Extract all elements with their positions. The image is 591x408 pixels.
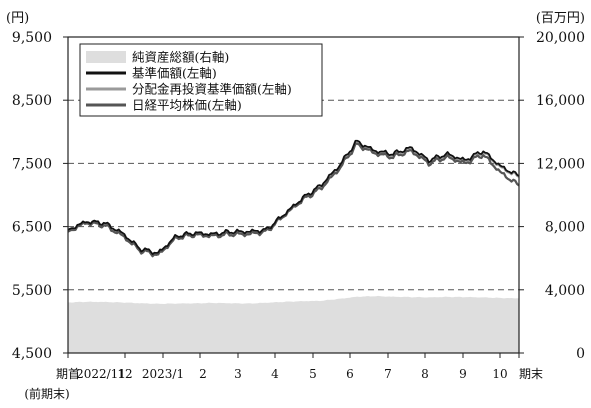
x-tick-label: 3 bbox=[234, 367, 242, 381]
right-tick-label: 12,000 bbox=[536, 156, 585, 172]
right-tick-label: 20,000 bbox=[536, 30, 585, 46]
x-tick-label: 5 bbox=[309, 367, 317, 381]
x-tick-label: 4 bbox=[271, 367, 279, 381]
right-tick-label: 4,000 bbox=[545, 283, 585, 299]
right-tick-label: 8,000 bbox=[545, 220, 585, 236]
legend-swatch-area bbox=[86, 51, 126, 63]
x-tick-label: 6 bbox=[346, 367, 354, 381]
left-tick-label: 8,500 bbox=[12, 93, 52, 109]
left-tick-label: 5,500 bbox=[12, 283, 52, 299]
legend-label: 基準価額(左軸) bbox=[132, 66, 217, 81]
left-unit-label: (円) bbox=[6, 11, 29, 26]
net-assets-area bbox=[68, 295, 519, 353]
left-tick-label: 4,500 bbox=[12, 346, 52, 362]
right-unit-label: (百万円) bbox=[536, 11, 585, 26]
x-tick-label: 8 bbox=[421, 367, 429, 381]
x-tick-label: 期末 bbox=[519, 367, 543, 381]
x-tick-label: 2022/11 bbox=[76, 367, 126, 381]
x-tick-label: 2 bbox=[199, 367, 207, 381]
right-tick-label: 0 bbox=[576, 346, 585, 362]
left-tick-label: 7,500 bbox=[12, 156, 52, 172]
x-tick-label: 2023/1 bbox=[142, 367, 184, 381]
left-tick-label: 9,500 bbox=[12, 30, 52, 46]
x-tick-label: 9 bbox=[459, 367, 467, 381]
legend-label: 分配金再投資基準価額(左軸) bbox=[132, 82, 292, 97]
legend-label: 純資産総額(右軸) bbox=[132, 50, 229, 65]
x-tick-label: 10 bbox=[492, 367, 507, 381]
x-tick-label: 期首 bbox=[56, 367, 80, 381]
left-tick-label: 6,500 bbox=[12, 220, 52, 236]
nikkei-line bbox=[67, 142, 520, 258]
legend-label: 日経平均株価(左軸) bbox=[132, 98, 242, 113]
right-tick-label: 16,000 bbox=[536, 93, 585, 109]
nav-line bbox=[67, 139, 520, 255]
x-sublabel: (前期末) bbox=[24, 386, 69, 401]
x-tick-label: 12 bbox=[117, 367, 132, 381]
x-tick-label: 7 bbox=[384, 367, 392, 381]
plot-frame bbox=[67, 36, 520, 354]
